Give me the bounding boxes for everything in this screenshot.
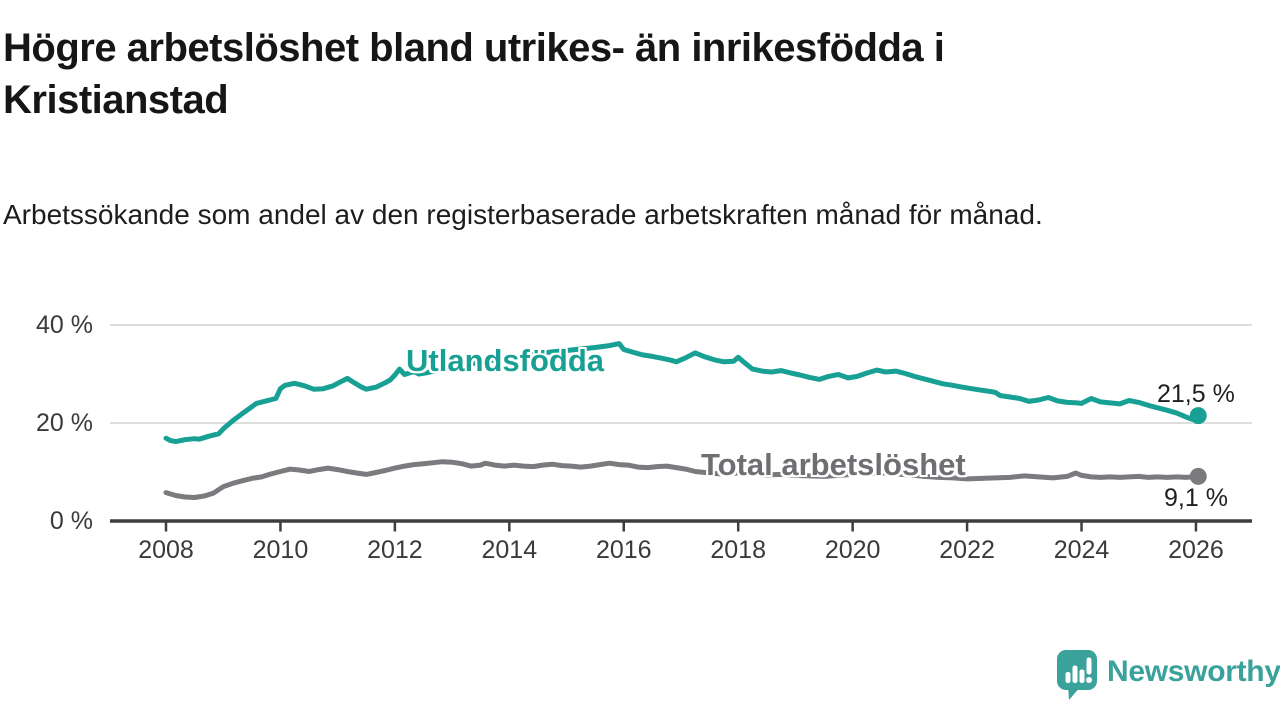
x-axis-tick-label: 2018 [710,536,766,564]
x-axis-tick-label: 2020 [824,536,881,564]
series-end-dot-utlandsfodda [1189,407,1207,425]
x-axis-tick-label: 2026 [1168,536,1224,564]
x-axis-tick-label: 2008 [138,536,194,564]
end-value-label-utlandsfodda: 21,5 % [1157,380,1235,408]
page-title: Högre arbetslöshet bland utrikes- än inr… [3,26,945,122]
series-line-total-arbetsloshet [163,459,1201,500]
newsworthy-logo-icon [1057,650,1097,700]
x-axis-tick-label: 2022 [939,536,995,564]
series-end-dot-total-arbetsloshet [1189,467,1207,485]
x-axis-tick-label: 2016 [595,536,652,564]
series-line-utlandsfodda [163,341,1201,445]
x-axis-tick-label: 2014 [481,536,538,564]
x-axis-tick-label: 2012 [367,536,423,564]
series-label-utlandsfodda: Utlandsfödda [406,343,605,378]
end-value-label-total: 9,1 % [1164,484,1228,512]
x-axis-tick-label: 2024 [1053,536,1110,564]
newsworthy-logo-text: Newsworthy [1107,655,1280,688]
x-axis-tick-label: 2010 [252,536,309,564]
series-label-total-arbetsloshet: Total arbetslöshet [701,447,966,482]
y-axis-tick-label: 20 % [36,409,93,437]
y-axis-tick-label: 40 % [36,311,93,339]
chart-subtitle: Arbetssökande som andel av den registerb… [3,199,1043,230]
y-axis-tick-label: 0 % [49,507,93,535]
newsworthy-logo: Newsworthy [1056,649,1280,701]
